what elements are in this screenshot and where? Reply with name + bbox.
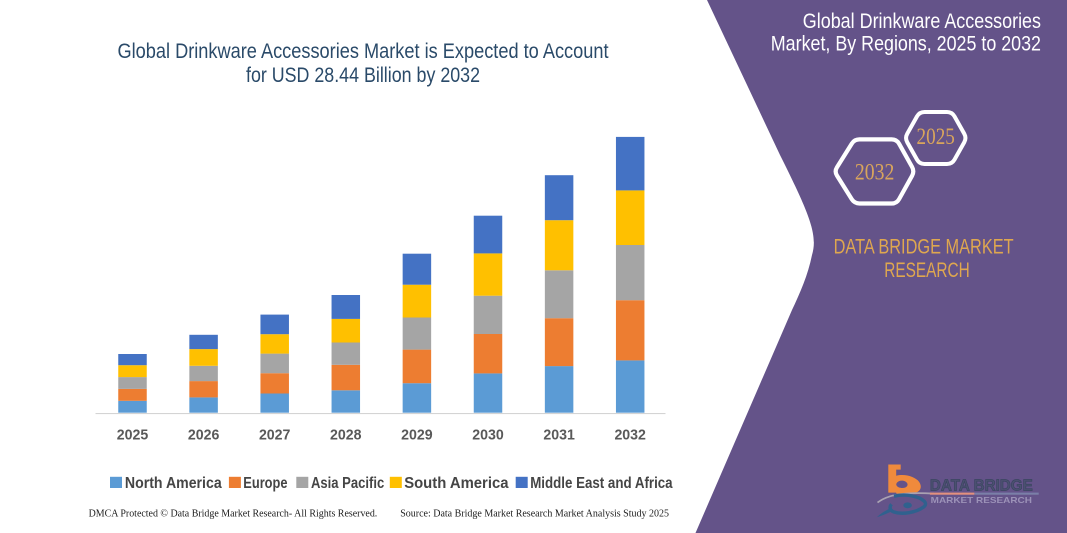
svg-text:Global Drinkware Accessories: Global Drinkware Accessories [803,10,1041,33]
svg-text:for USD 28.44 Billion by 2032: for USD 28.44 Billion by 2032 [246,64,480,87]
svg-text:2028: 2028 [330,426,362,443]
svg-text:RESEARCH: RESEARCH [884,258,970,282]
svg-text:2025: 2025 [917,124,955,149]
svg-text:DATA BRIDGE: DATA BRIDGE [930,477,1033,494]
svg-text:North America: North America [125,475,222,492]
svg-text:Middle East and Africa: Middle East and Africa [530,475,672,492]
svg-text:DATA BRIDGE MARKET: DATA BRIDGE MARKET [834,234,1014,258]
svg-text:2032: 2032 [614,426,646,443]
svg-text:DMCA Protected © Data Bridge M: DMCA Protected © Data Bridge Market Rese… [89,509,378,520]
svg-text:2030: 2030 [472,426,504,443]
svg-text:Asia Pacific: Asia Pacific [311,475,384,492]
svg-text:2032: 2032 [855,159,894,184]
svg-text:Europe: Europe [243,475,287,492]
svg-text:Source: Data Bridge Market Res: Source: Data Bridge Market Research Mark… [400,509,669,520]
svg-text:2026: 2026 [188,426,220,443]
svg-text:Global Drinkware Accessories M: Global Drinkware Accessories Market is E… [118,40,609,63]
svg-text:2031: 2031 [543,426,575,443]
svg-text:2025: 2025 [117,426,149,443]
svg-text:MARKET RESEARCH: MARKET RESEARCH [931,495,1032,505]
svg-text:2027: 2027 [259,426,291,443]
svg-text:Market, By Regions, 2025 to 20: Market, By Regions, 2025 to 2032 [771,32,1041,55]
svg-text:2029: 2029 [401,426,433,443]
svg-text:South America: South America [404,475,508,492]
